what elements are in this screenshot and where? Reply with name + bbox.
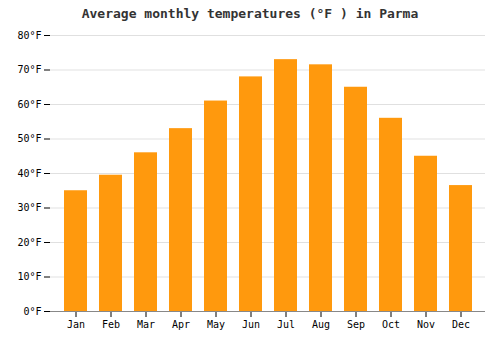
svg-text:May: May xyxy=(207,319,225,330)
svg-text:Sep: Sep xyxy=(347,319,365,330)
svg-text:80°F: 80°F xyxy=(17,30,41,41)
svg-text:50°F: 50°F xyxy=(17,133,41,144)
svg-text:10°F: 10°F xyxy=(17,271,41,282)
svg-text:60°F: 60°F xyxy=(17,99,41,110)
svg-text:20°F: 20°F xyxy=(17,237,41,248)
svg-text:Jan: Jan xyxy=(67,319,85,330)
svg-text:Mar: Mar xyxy=(137,319,155,330)
svg-text:Oct: Oct xyxy=(382,319,400,330)
svg-text:70°F: 70°F xyxy=(17,64,41,75)
svg-text:Apr: Apr xyxy=(172,319,190,330)
html-text:Average monthly temperatures (: Average monthly temperatures (°F ) in Pa… xyxy=(81,6,419,21)
svg-text:Jun: Jun xyxy=(242,319,260,330)
svg-text:0°F: 0°F xyxy=(23,306,41,317)
svg-text:Jul: Jul xyxy=(277,319,295,330)
svg-text:Feb: Feb xyxy=(102,319,120,330)
svg-text:Aug: Aug xyxy=(312,319,330,330)
svg-text:Nov: Nov xyxy=(417,319,435,330)
svg-text:30°F: 30°F xyxy=(17,202,41,213)
svg-text:Dec: Dec xyxy=(452,319,470,330)
svg-text:40°F: 40°F xyxy=(17,168,41,179)
